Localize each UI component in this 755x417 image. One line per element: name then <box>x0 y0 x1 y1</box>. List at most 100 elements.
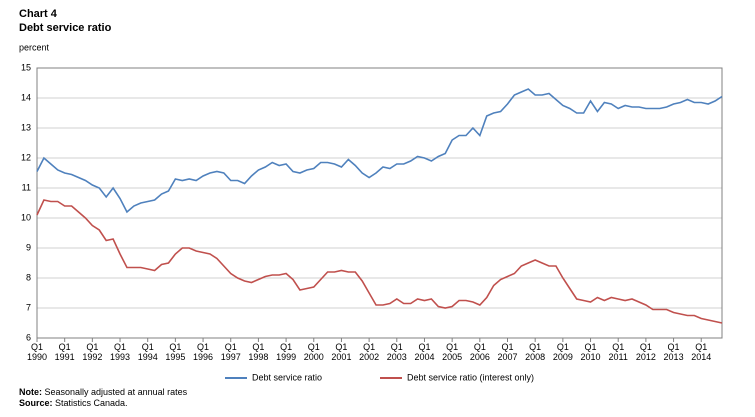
x-tick-label-part: 2005 <box>442 352 462 362</box>
source-label: Source: <box>19 398 53 408</box>
x-tick-label: Q1 1997 <box>221 342 241 362</box>
x-tick-label: Q1 2009 <box>553 342 573 362</box>
x-tick-label-part: Q1 <box>59 342 71 352</box>
x-tick-label: Q1 2008 <box>525 342 545 362</box>
y-tick-label: 13 <box>21 122 31 132</box>
note-label: Note: <box>19 387 42 397</box>
x-tick-label-part: 2012 <box>636 352 656 362</box>
x-tick-label-part: Q1 <box>474 342 486 352</box>
x-tick-label: Q1 1990 <box>27 342 47 362</box>
x-tick-label-part: 1999 <box>276 352 296 362</box>
x-tick-label: Q1 2013 <box>664 342 684 362</box>
x-tick-label: Q1 2004 <box>414 342 434 362</box>
x-tick-label-part: Q1 <box>557 342 569 352</box>
x-tick-label-part: Q1 <box>418 342 430 352</box>
y-tick-label: 9 <box>26 242 31 252</box>
x-tick-label-part: 2002 <box>359 352 379 362</box>
x-tick-label-part: Q1 <box>169 342 181 352</box>
x-tick-label-part: Q1 <box>585 342 597 352</box>
y-tick-label: 14 <box>21 92 31 102</box>
legend-label: Debt service ratio <box>252 372 322 382</box>
x-tick-label-part: Q1 <box>225 342 237 352</box>
x-tick-label: Q1 2005 <box>442 342 462 362</box>
x-tick-label-part: 2004 <box>414 352 434 362</box>
x-tick-label: Q1 2006 <box>470 342 490 362</box>
x-tick-label-part: Q1 <box>529 342 541 352</box>
x-tick-label-part: Q1 <box>308 342 320 352</box>
y-tick-label: 6 <box>26 332 31 342</box>
x-tick-label: Q1 1993 <box>110 342 130 362</box>
x-tick-label-part: 2000 <box>304 352 324 362</box>
x-tick-label: Q1 2003 <box>387 342 407 362</box>
x-tick-label-part: 1998 <box>248 352 268 362</box>
x-tick-label: Q1 1998 <box>248 342 268 362</box>
x-tick-label: Q1 1994 <box>138 342 158 362</box>
x-tick-label: Q1 2012 <box>636 342 656 362</box>
x-tick-label-part: 1991 <box>55 352 75 362</box>
x-tick-label: Q1 2000 <box>304 342 324 362</box>
x-tick-label-part: 2010 <box>581 352 601 362</box>
series-line <box>36 199 723 324</box>
x-tick-label-part: 1993 <box>110 352 130 362</box>
x-tick-label-part: Q1 <box>280 342 292 352</box>
y-tick-label: 15 <box>21 62 31 72</box>
legend-label: Debt service ratio (interest only) <box>407 372 534 382</box>
x-tick-label-part: Q1 <box>335 342 347 352</box>
x-tick-label: Q1 1992 <box>82 342 102 362</box>
x-tick-label-part: 2003 <box>387 352 407 362</box>
x-tick-label-part: Q1 <box>142 342 154 352</box>
x-tick-label-part: Q1 <box>640 342 652 352</box>
x-tick-label-part: Q1 <box>446 342 458 352</box>
x-tick-label-part: Q1 <box>668 342 680 352</box>
x-tick-label: Q1 2014 <box>691 342 711 362</box>
plot-border <box>36 67 723 339</box>
x-tick-label-part: 1990 <box>27 352 47 362</box>
y-tick-label: 8 <box>26 272 31 282</box>
source-text: Statistics Canada. <box>53 398 128 408</box>
y-tick-label: 10 <box>21 212 31 222</box>
x-tick-label: Q1 2002 <box>359 342 379 362</box>
x-tick-label-part: 2014 <box>691 352 711 362</box>
x-tick-label-part: 2007 <box>497 352 517 362</box>
x-tick-label-part: 1994 <box>138 352 158 362</box>
x-tick-label-part: 2001 <box>331 352 351 362</box>
x-tick-label-part: Q1 <box>31 342 43 352</box>
x-tick-label-part: 1995 <box>165 352 185 362</box>
x-tick-label: Q1 2010 <box>581 342 601 362</box>
x-tick-label-part: Q1 <box>501 342 513 352</box>
source: Source: Statistics Canada. <box>19 398 128 408</box>
x-tick-label-part: 1997 <box>221 352 241 362</box>
x-tick-label-part: Q1 <box>391 342 403 352</box>
x-tick-label-part: 1996 <box>193 352 213 362</box>
x-tick-label-part: 1992 <box>82 352 102 362</box>
x-tick-label-part: Q1 <box>252 342 264 352</box>
chart-title: Chart 4 <box>19 8 58 20</box>
chart-subtitle: Debt service ratio <box>19 22 112 34</box>
x-tick-label: Q1 1995 <box>165 342 185 362</box>
x-tick-label: Q1 2007 <box>497 342 517 362</box>
note: Note: Seasonally adjusted at annual rate… <box>19 387 188 397</box>
x-tick-label: Q1 2001 <box>331 342 351 362</box>
x-tick-label: Q1 1991 <box>55 342 75 362</box>
x-tick-label-part: 2006 <box>470 352 490 362</box>
x-tick-label: Q1 1999 <box>276 342 296 362</box>
x-tick-label-part: 2011 <box>609 352 628 362</box>
x-tick-label-part: Q1 <box>363 342 375 352</box>
x-tick-label-part: 2008 <box>525 352 545 362</box>
x-tick-label-part: 2013 <box>664 352 684 362</box>
y-tick-label: 12 <box>21 152 31 162</box>
note-text: Seasonally adjusted at annual rates <box>42 387 188 397</box>
x-tick-label-part: Q1 <box>695 342 707 352</box>
x-tick-label-part: Q1 <box>114 342 126 352</box>
x-tick-label-part: Q1 <box>86 342 98 352</box>
series-line <box>36 88 723 214</box>
x-tick-label: Q1 2011 <box>609 342 628 362</box>
x-tick-label: Q1 1996 <box>193 342 213 362</box>
y-tick-label: 7 <box>26 302 31 312</box>
y-tick-label: 11 <box>22 182 31 192</box>
x-tick-label-part: 2009 <box>553 352 573 362</box>
x-tick-label-part: Q1 <box>197 342 209 352</box>
x-tick-label-part: Q1 <box>612 342 624 352</box>
y-axis-label: percent <box>19 42 50 52</box>
